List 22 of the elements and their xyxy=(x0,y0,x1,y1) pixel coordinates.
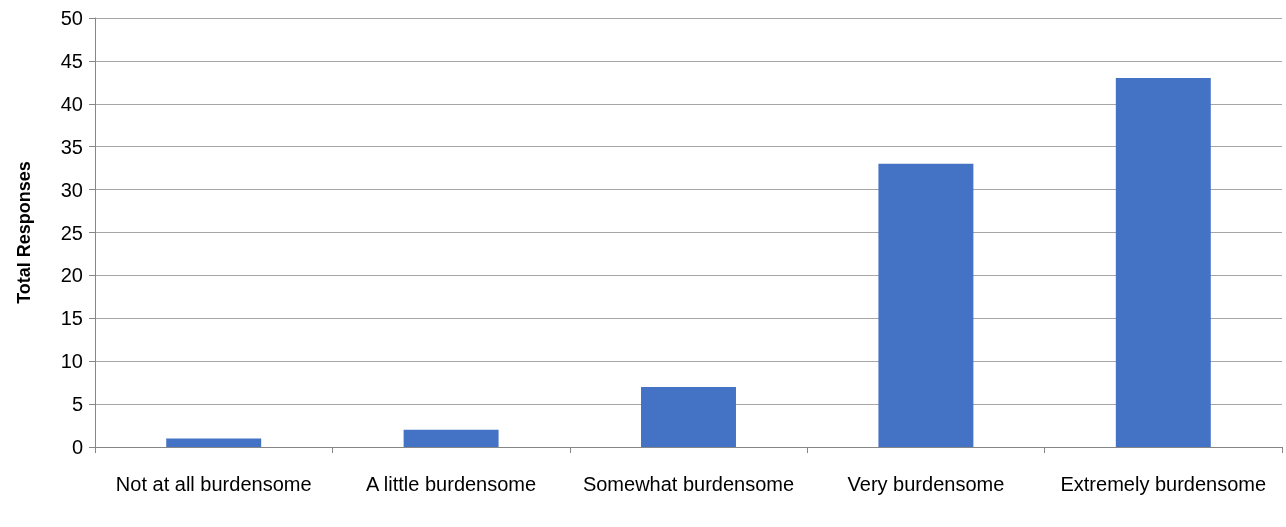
x-tick-label: Extremely burdensome xyxy=(1060,473,1267,495)
x-tick-label: Somewhat burdensome xyxy=(582,473,795,495)
y-tick-label: 50 xyxy=(60,7,83,29)
x-tick-label: A little burdensome xyxy=(366,473,537,495)
y-tick-label: 0 xyxy=(71,436,83,458)
bar xyxy=(403,429,499,447)
bar xyxy=(641,386,736,447)
y-tick-label: 10 xyxy=(60,350,83,373)
y-tick-label: 5 xyxy=(71,393,83,416)
bar xyxy=(1115,78,1211,447)
y-tick-label: 25 xyxy=(60,221,83,244)
bar xyxy=(878,163,974,447)
y-tick-label: 15 xyxy=(60,307,83,330)
y-tick-label: 45 xyxy=(60,49,83,72)
y-tick-label: 35 xyxy=(60,135,83,158)
x-tick-label: Not at all burdensome xyxy=(115,473,312,495)
bar xyxy=(166,438,262,447)
x-tick-label: Very burdensome xyxy=(847,473,1005,495)
y-tick-label: 20 xyxy=(60,264,83,287)
y-axis-title: Total Responses xyxy=(14,161,34,304)
y-tick-label: 40 xyxy=(60,92,83,115)
y-tick-label: 30 xyxy=(60,178,83,201)
